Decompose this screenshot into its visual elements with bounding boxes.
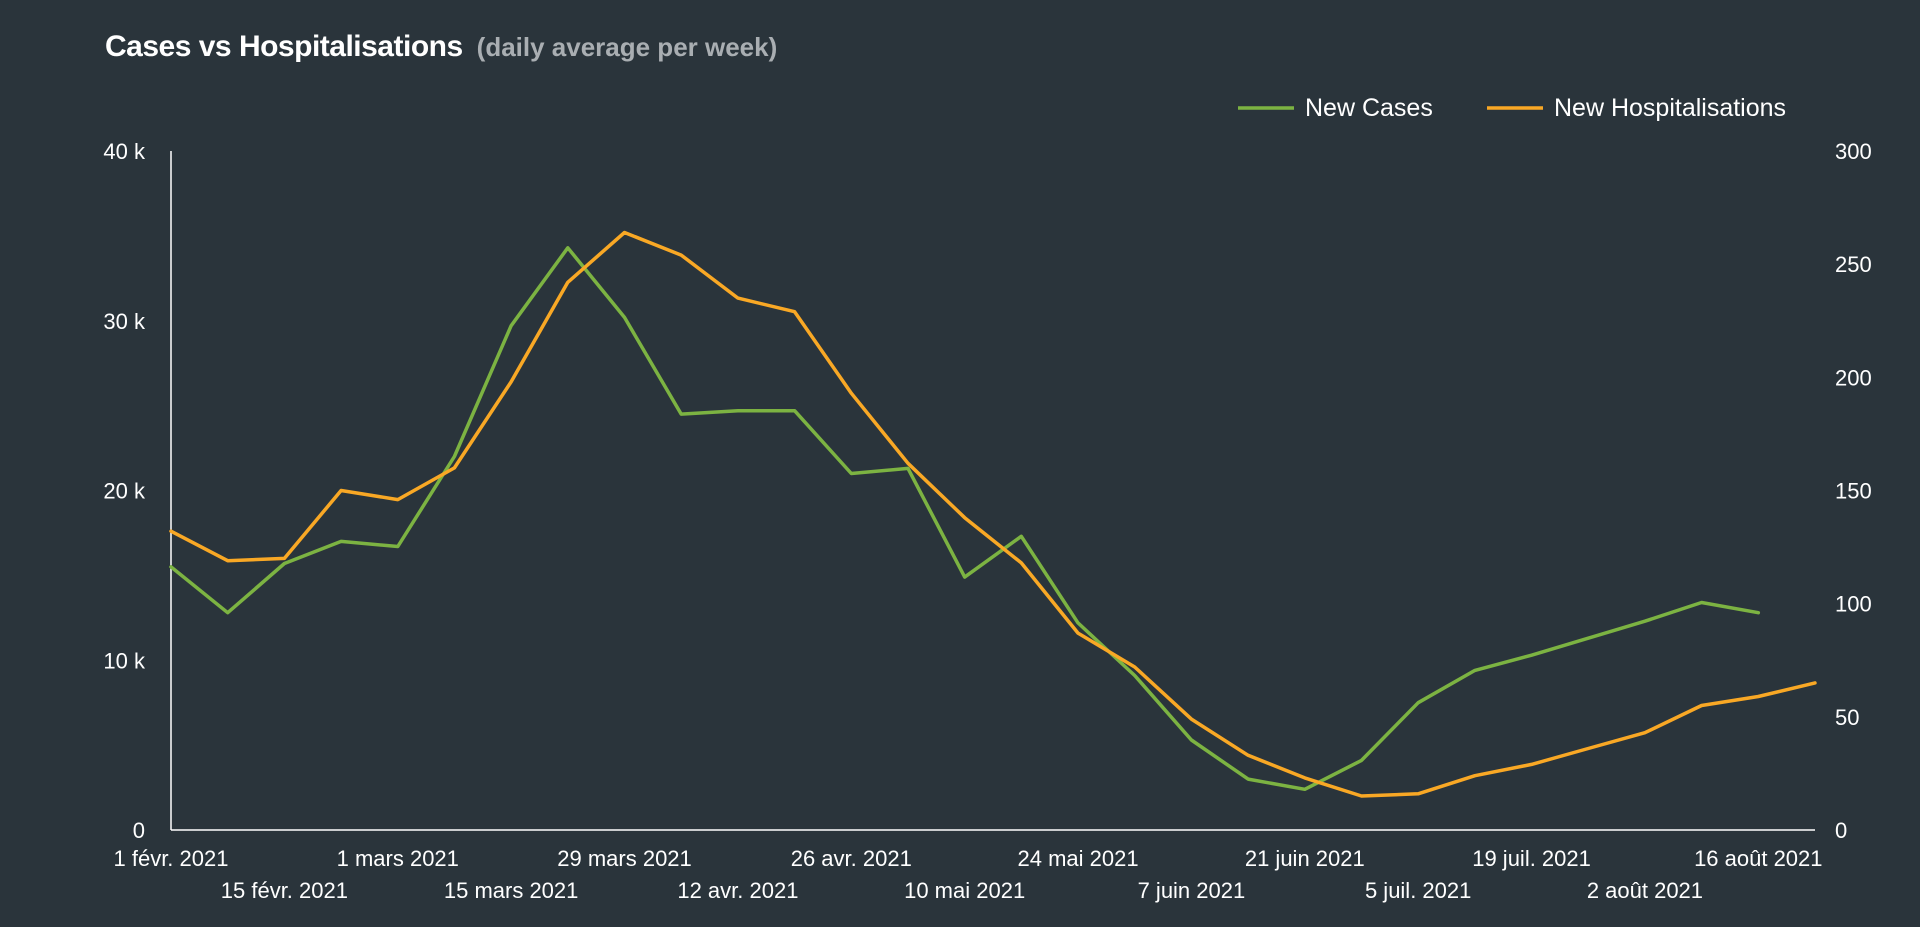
x-tick-label: 24 mai 2021 <box>1017 846 1138 871</box>
x-tick-label: 12 avr. 2021 <box>677 878 798 903</box>
x-tick-label: 16 août 2021 <box>1694 846 1822 871</box>
y-right-tick-label: 300 <box>1835 139 1872 164</box>
y-right-tick-label: 0 <box>1835 818 1847 843</box>
y-right-tick-label: 50 <box>1835 705 1859 730</box>
x-tick-label: 10 mai 2021 <box>904 878 1025 903</box>
legend-label: New Hospitalisations <box>1554 94 1786 122</box>
y-right-tick-label: 150 <box>1835 479 1872 504</box>
x-tick-label: 26 avr. 2021 <box>791 846 912 871</box>
legend-label: New Cases <box>1305 94 1433 122</box>
chart-title: Cases vs Hospitalisations <box>105 30 463 63</box>
y-left-tick-label: 40 k <box>103 139 146 164</box>
x-tick-label: 2 août 2021 <box>1587 878 1703 903</box>
title-row: Cases vs Hospitalisations (daily average … <box>105 30 777 64</box>
y-left-tick-label: 10 k <box>103 648 146 673</box>
legend-item-new-hospitalisations[interactable]: New Hospitalisations <box>1487 94 1786 122</box>
x-tick-label: 19 juil. 2021 <box>1472 846 1591 871</box>
y-left-tick-label: 20 k <box>103 479 146 504</box>
y-left-tick-label: 0 <box>133 818 145 843</box>
x-tick-label: 15 févr. 2021 <box>221 878 348 903</box>
axes: 0 10 k 20 k 30 k 40 k 0 50 100 150 200 250 300 1 fév… <box>103 139 1871 903</box>
y-right-tick-label: 250 <box>1835 252 1872 277</box>
x-tick-label: 15 mars 2021 <box>444 878 579 903</box>
series-line-new-cases <box>169 246 1761 792</box>
legend: New Cases New Hospitalisations <box>1238 94 1786 122</box>
x-tick-label: 5 juil. 2021 <box>1365 878 1471 903</box>
y-right-tick-label: 200 <box>1835 365 1872 390</box>
legend-item-new-cases[interactable]: New Cases <box>1238 94 1433 122</box>
x-tick-label: 1 févr. 2021 <box>114 846 229 871</box>
chart-subtitle: (daily average per week) <box>476 32 778 62</box>
x-tick-label: 29 mars 2021 <box>557 846 692 871</box>
y-left-tick-label: 30 k <box>103 309 146 334</box>
x-tick-label: 1 mars 2021 <box>337 846 459 871</box>
x-tick-label: 7 juin 2021 <box>1138 878 1246 903</box>
y-right-tick-label: 100 <box>1835 592 1872 617</box>
series-layer <box>169 230 1817 798</box>
series-line-new-hospitalisations <box>169 230 1817 798</box>
x-tick-label: 21 juin 2021 <box>1245 846 1365 871</box>
